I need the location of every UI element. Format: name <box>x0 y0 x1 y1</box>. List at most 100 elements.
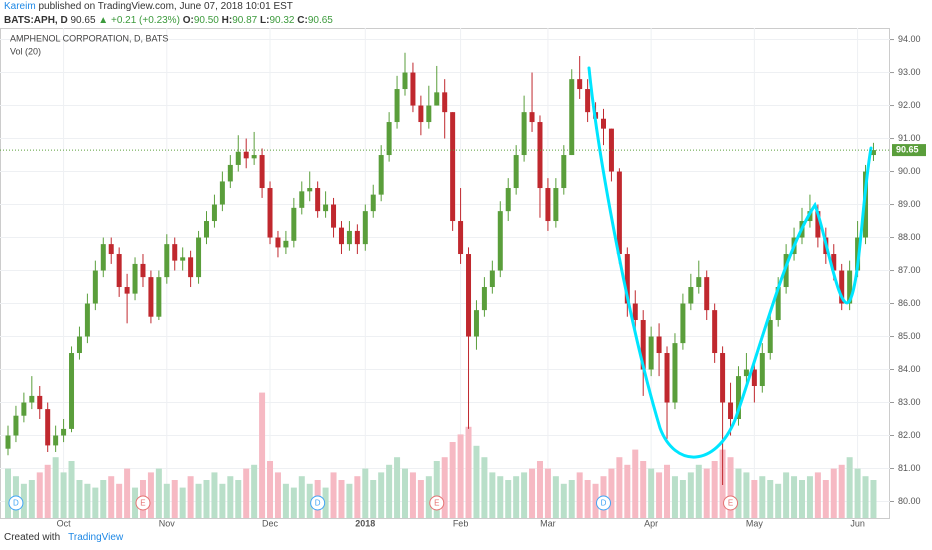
volume-bar <box>108 476 115 518</box>
volume-bar <box>132 487 139 518</box>
candle-body <box>601 118 606 129</box>
volume-bar <box>306 483 313 518</box>
candle-body <box>426 105 432 123</box>
l: 90.32 <box>269 15 295 26</box>
volume-bar <box>235 480 242 518</box>
x-tick-label: Nov <box>159 518 176 528</box>
volume-bar <box>703 468 710 518</box>
volume-bar <box>560 483 567 518</box>
volume-bar <box>243 468 250 518</box>
h: 90.87 <box>232 15 258 26</box>
volume-bar <box>830 468 837 518</box>
event-marker <box>723 495 739 511</box>
y-tick-label: 94.00 <box>898 34 921 44</box>
candle-body <box>743 369 749 377</box>
volume-bar <box>36 472 43 518</box>
candle-body <box>259 155 265 189</box>
candle-body <box>354 230 360 245</box>
candle-body <box>124 287 130 294</box>
o-label: O: <box>182 15 194 26</box>
candle-body <box>751 369 757 387</box>
volume-bar <box>822 480 829 518</box>
volume-bar <box>814 472 821 518</box>
author: Kareim <box>4 1 36 12</box>
volume-bar <box>449 442 456 518</box>
candle-body <box>156 277 162 317</box>
x-tick-label: Jun <box>850 518 865 528</box>
volume-bar <box>425 476 432 518</box>
candle-body <box>442 92 448 113</box>
candle-body <box>672 343 678 403</box>
event-marker <box>8 495 24 511</box>
volume-bar <box>608 468 615 518</box>
volume-bar <box>624 464 631 518</box>
h-label: H: <box>221 15 233 26</box>
volume-bar <box>457 434 464 518</box>
volume-bar <box>274 472 281 518</box>
volume-bar <box>402 468 408 518</box>
volume-bar <box>687 472 694 518</box>
volume-bar <box>576 472 583 518</box>
candle-body <box>45 409 51 446</box>
candle-body <box>196 237 202 278</box>
candle-body <box>624 254 630 304</box>
volume-bar <box>251 464 258 518</box>
volume-bar <box>298 476 305 518</box>
volume-bar <box>52 457 59 518</box>
volume-bar <box>5 468 11 518</box>
candle-body <box>53 435 59 446</box>
candle-body <box>489 270 495 288</box>
candle-body <box>291 207 297 241</box>
candle-body <box>370 194 376 212</box>
candle-body <box>219 181 225 205</box>
candle-body <box>386 122 392 156</box>
volume-bar <box>354 476 361 518</box>
symbol: BATS:APH, D <box>4 15 68 26</box>
volume-bar <box>640 461 647 518</box>
volume-bar <box>20 483 27 518</box>
volume-bar <box>735 468 742 518</box>
candle-body <box>505 188 511 212</box>
candle-body <box>331 204 337 228</box>
candle-body <box>69 353 75 429</box>
y-tick-label: 84.00 <box>898 364 921 374</box>
quote-line: BATS:APH, D 90.65 ▲ +0.21 (+0.23%) O: 90.… <box>4 14 333 28</box>
volume-bar <box>394 457 401 518</box>
volume-bar <box>28 480 35 518</box>
x-tick-label: Mar <box>540 518 556 528</box>
volume-bar <box>536 461 543 518</box>
candle-body <box>13 415 19 436</box>
volume-bar <box>330 472 337 518</box>
x-tick-label: Oct <box>57 518 72 528</box>
volume-bar <box>791 476 798 518</box>
volume-bar <box>267 461 274 518</box>
c: 90.65 <box>307 15 333 26</box>
volume-bar <box>163 483 170 518</box>
y-tick-label: 92.00 <box>898 100 921 110</box>
candle-body <box>704 277 710 311</box>
candle-body <box>172 244 178 261</box>
volume-bar <box>116 483 123 518</box>
event-label: D <box>13 499 19 508</box>
change: ▲ +0.21 (+0.23%) <box>98 15 180 26</box>
volume-bar <box>759 476 766 518</box>
volume-bar <box>124 468 131 518</box>
candle-body <box>783 254 789 288</box>
y-tick-label: 82.00 <box>898 430 921 440</box>
volume-bar <box>489 472 496 518</box>
volume-bar <box>187 476 194 518</box>
candle-body <box>847 270 853 304</box>
volume-bar <box>68 461 75 518</box>
volume-bar <box>378 472 385 518</box>
volume-bar <box>513 476 520 518</box>
x-tick-label: 2018 <box>355 518 375 528</box>
y-tick-label: 89.00 <box>898 199 921 209</box>
candle-body <box>458 221 464 255</box>
y-tick-label: 90.00 <box>898 166 921 176</box>
candle-body <box>481 287 487 311</box>
published: published on TradingView.com, June 07, 2… <box>38 1 293 12</box>
candle-body <box>61 428 67 436</box>
volume-bar <box>664 464 671 518</box>
brand[interactable]: TradingView <box>68 532 124 543</box>
candle-body <box>21 402 27 416</box>
